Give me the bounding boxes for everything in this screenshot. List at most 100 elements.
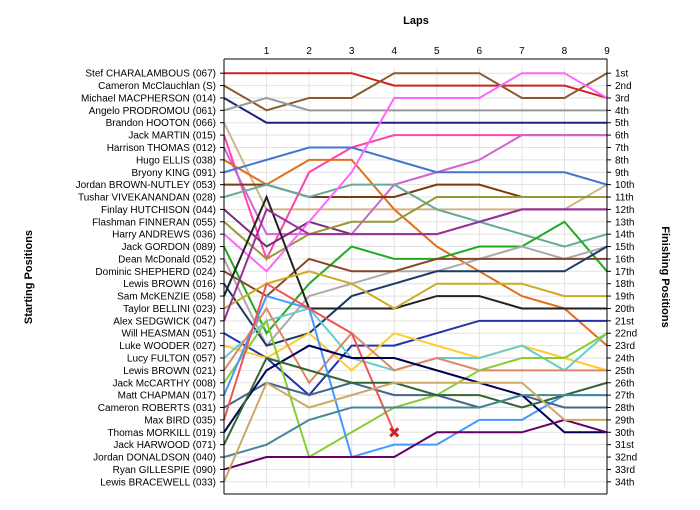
- finishing-position-label: 10th: [615, 180, 634, 191]
- starting-position-label: Thomas MORKILL (019): [107, 428, 216, 439]
- finishing-position-label: 9th: [615, 168, 629, 179]
- starting-position-label: Harry ANDREWS (036): [112, 230, 216, 241]
- starting-position-label: Dominic SHEPHERD (024): [95, 267, 216, 278]
- starting-position-label: Lewis BRACEWELL (033): [100, 477, 216, 488]
- x-tick-label: 5: [434, 46, 440, 57]
- finishing-position-label: 27th: [615, 391, 634, 402]
- starting-position-label: Brandon HOOTON (066): [106, 118, 216, 129]
- starting-position-label: Taylor BELLINI (023): [123, 304, 216, 315]
- finishing-position-label: 24th: [615, 353, 634, 364]
- finishing-position-label: 23rd: [615, 341, 635, 352]
- starting-position-label: Lewis BROWN (016): [123, 279, 216, 290]
- starting-position-label: Dean McDonald (052): [118, 254, 216, 265]
- starting-position-label: Harrison THOMAS (012): [107, 143, 216, 154]
- series-line-33: [223, 418, 608, 471]
- starting-position-label: Michael MACPHERSON (014): [81, 93, 216, 104]
- starting-position-label: Cameron ROBERTS (031): [98, 403, 216, 414]
- starting-position-label: Sam McKENZIE (058): [117, 292, 216, 303]
- series-line-9: [223, 146, 608, 186]
- y-axis-label-right: Finishing Positions: [659, 226, 671, 327]
- finishing-position-label: 28th: [615, 403, 634, 414]
- starting-position-label: Flashman FINNERAN (055): [92, 217, 216, 228]
- series-line-8: [223, 158, 608, 347]
- finishing-position-label: 14th: [615, 230, 634, 241]
- finishing-position-label: 13th: [615, 217, 634, 228]
- axes: [220, 58, 611, 495]
- starting-position-label: Luke WOODER (027): [119, 341, 216, 352]
- finishing-position-label: 26th: [615, 378, 634, 389]
- series-line-34: [223, 381, 607, 483]
- retired-markers: [389, 427, 400, 438]
- starting-position-label: Hugo ELLIS (038): [136, 155, 216, 166]
- finishing-position-label: 33rd: [615, 465, 635, 476]
- finishing-position-label: 31st: [615, 440, 634, 451]
- finishing-position-label: 30th: [615, 428, 634, 439]
- starting-position-label: Stef CHARALAMBOUS (067): [85, 69, 216, 80]
- series-line-2: [223, 72, 608, 112]
- starting-position-label: Alex SEDGWICK (047): [113, 316, 216, 327]
- finishing-position-label: 19th: [615, 292, 634, 303]
- starting-position-label: Jordan DONALDSON (040): [93, 453, 216, 464]
- starting-position-label: Will HEASMAN (051): [122, 329, 216, 340]
- finishing-position-label: 1st: [615, 69, 629, 80]
- finishing-position-label: 21st: [615, 316, 634, 327]
- finishing-position-label: 25th: [615, 366, 634, 377]
- starting-position-label: Lucy FULTON (057): [127, 353, 216, 364]
- series-line-10: [224, 183, 607, 199]
- series-line-18: [223, 245, 608, 347]
- finishing-position-label: 8th: [615, 155, 629, 166]
- y-axis-label-left: Starting Positions: [23, 230, 35, 324]
- series-line-16: [223, 245, 608, 348]
- finishing-position-label: 29th: [615, 415, 634, 426]
- series-line-29: [223, 282, 396, 433]
- finishing-position-label: 7th: [615, 143, 629, 154]
- retired-marker: [389, 427, 400, 438]
- x-tick-label: 8: [562, 46, 568, 57]
- starting-position-label: Jordan BROWN-NUTLEY (053): [76, 180, 216, 191]
- starting-position-label: Lewis BROWN (021): [123, 366, 216, 377]
- finishing-position-label: 3rd: [615, 93, 629, 104]
- starting-position-label: Ryan GILLESPIE (090): [113, 465, 216, 476]
- starting-position-label: Angelo PRODROMOU (061): [89, 106, 216, 117]
- retired-marker-stroke: [389, 427, 400, 438]
- chart-title: Laps: [403, 15, 429, 27]
- starting-position-label: Jack McCARTHY (008): [112, 378, 216, 389]
- x-tick-label: 7: [519, 46, 525, 57]
- x-tick-label: 9: [604, 46, 610, 57]
- x-tick-label: 2: [306, 46, 312, 57]
- series-line-19: [223, 194, 607, 310]
- finishing-position-label: 16th: [615, 254, 634, 265]
- x-tick-label: 3: [349, 46, 355, 57]
- x-tick-label: 6: [477, 46, 483, 57]
- x-tick-label: 1: [264, 46, 270, 57]
- series-line-14: [223, 72, 608, 273]
- series-line-30: [223, 344, 607, 434]
- starting-position-label: Bryony KING (091): [132, 168, 216, 179]
- series-line-11: [223, 183, 608, 248]
- finishing-position-label: 4th: [615, 106, 629, 117]
- starting-position-label: Jack MARTIN (015): [128, 131, 216, 142]
- starting-position-label: Jack HARWOOD (071): [113, 440, 216, 451]
- starting-position-label: Matt CHAPMAN (017): [118, 391, 216, 402]
- starting-position-label: Max BIRD (035): [144, 415, 216, 426]
- finishing-position-label: 22nd: [615, 329, 637, 340]
- starting-position-label: Cameron McClauchlan (S): [98, 81, 216, 92]
- series-line-3: [223, 97, 607, 124]
- starting-position-label: Finlay HUTCHISON (044): [101, 205, 216, 216]
- series-line-21: [223, 207, 607, 322]
- finishing-position-label: 5th: [615, 118, 629, 129]
- starting-position-label: Tushar VIVEKANANDAN (028): [78, 193, 216, 204]
- finishing-position-label: 34th: [615, 477, 634, 488]
- finishing-position-label: 17th: [615, 267, 634, 278]
- starting-position-label: Jack GORDON (089): [122, 242, 216, 253]
- finishing-position-label: 15th: [615, 242, 634, 253]
- finishing-position-label: 32nd: [615, 453, 637, 464]
- series-line-15: [223, 220, 608, 336]
- x-tick-label: 4: [391, 46, 397, 57]
- finishing-position-label: 12th: [615, 205, 634, 216]
- series-line-32: [223, 394, 607, 459]
- finishing-position-label: 2nd: [615, 81, 632, 92]
- finishing-position-label: 11th: [615, 193, 634, 204]
